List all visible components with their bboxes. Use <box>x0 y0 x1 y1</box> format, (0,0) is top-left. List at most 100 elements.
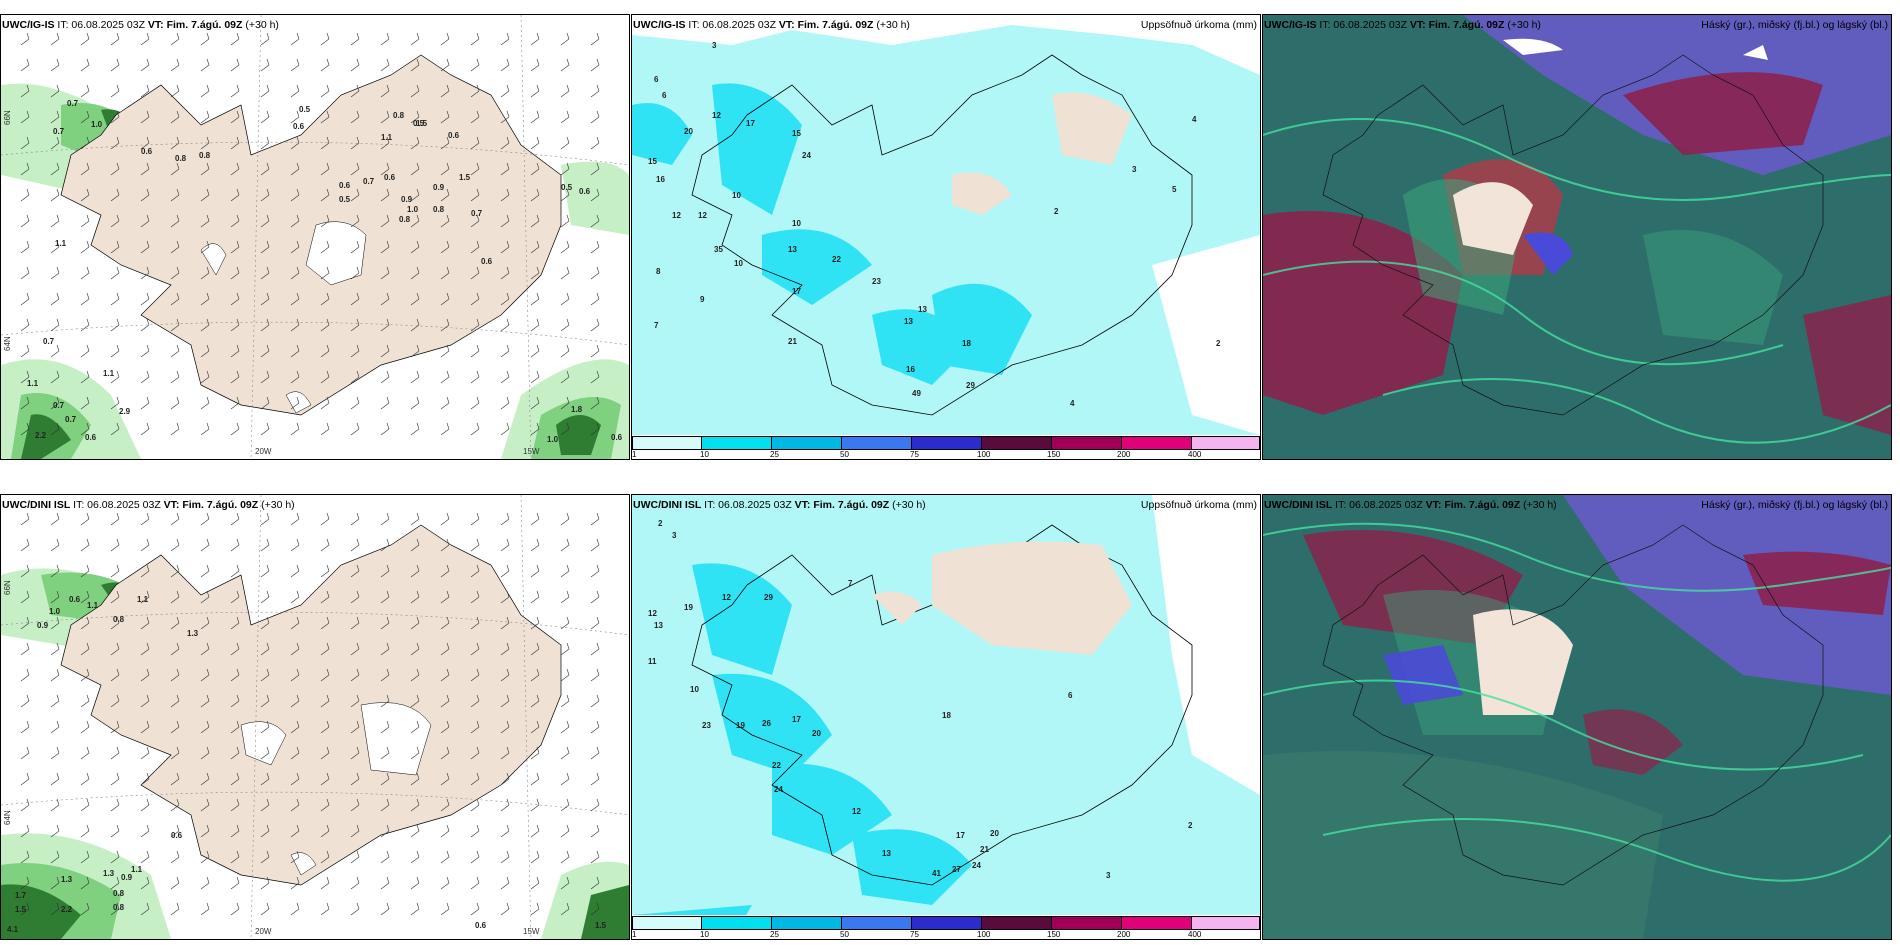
wind-barb <box>350 616 360 630</box>
wind-barb <box>530 32 540 46</box>
wind-barb <box>80 720 90 734</box>
wind-barb <box>380 876 390 890</box>
wind-barb <box>350 188 360 202</box>
wind-barb <box>440 318 450 332</box>
wind-barb <box>200 616 210 630</box>
wind-barb <box>320 162 330 176</box>
wind-barb <box>440 136 450 150</box>
wind-barb <box>470 214 480 228</box>
wind-barb <box>260 396 270 410</box>
wind-barb <box>410 694 420 708</box>
wind-barb <box>470 694 480 708</box>
wind-barb <box>110 694 120 708</box>
wind-value-label: 0.7 <box>53 401 65 410</box>
wind-barb <box>290 902 300 916</box>
wind-value-label: 0.8 <box>113 903 125 912</box>
precip-value-label: 2 <box>1054 207 1059 216</box>
wind-barb <box>410 564 420 578</box>
wind-barb <box>410 266 420 280</box>
wind-barb <box>140 266 150 280</box>
wind-barb <box>380 240 390 254</box>
wind-barb <box>230 850 240 864</box>
colorbar-tick: 10 <box>700 930 709 939</box>
wind-barb <box>290 58 300 72</box>
wind-barb <box>140 318 150 332</box>
wind-barb <box>20 512 30 526</box>
wind-barb <box>500 642 510 656</box>
wind-barb <box>80 746 90 760</box>
wind-barb <box>500 512 510 526</box>
wind-barb <box>50 902 60 916</box>
wind-barb <box>320 668 330 682</box>
wind-barb <box>440 538 450 552</box>
wind-barb <box>170 214 180 228</box>
precip-value-label: 12 <box>648 609 657 618</box>
wind-barb <box>110 798 120 812</box>
wind-barb <box>110 240 120 254</box>
wind-barbs <box>20 32 600 436</box>
wind-barb <box>110 772 120 786</box>
wind-barb <box>410 668 420 682</box>
precip-value-label: 3 <box>672 531 677 540</box>
wind-barb <box>470 266 480 280</box>
wind-barb <box>80 824 90 838</box>
wind-barb <box>290 642 300 656</box>
wind-barb <box>80 772 90 786</box>
precip-value-label: 20 <box>684 127 693 136</box>
wind-barb <box>380 292 390 306</box>
wind-barb <box>290 84 300 98</box>
wind-barb <box>260 266 270 280</box>
wind-barb <box>440 590 450 604</box>
wind-barb <box>20 84 30 98</box>
wind-barb <box>20 668 30 682</box>
graticule <box>1 495 629 939</box>
wind-barb <box>440 188 450 202</box>
panel-title: Uppsöfnuð úrkoma (mm) <box>1140 499 1257 511</box>
wind-barb <box>380 188 390 202</box>
wind-barb <box>140 720 150 734</box>
precip-value-label: 2 <box>658 519 663 528</box>
wind-barb <box>20 318 30 332</box>
wind-barb <box>410 616 420 630</box>
wind-barb <box>410 136 420 150</box>
wind-barb <box>230 214 240 228</box>
wind-barb <box>380 616 390 630</box>
wind-barb <box>140 344 150 358</box>
wind-barb <box>530 850 540 864</box>
wind-barb <box>560 344 570 358</box>
wind-barb <box>380 422 390 436</box>
wind-barb <box>20 642 30 656</box>
wind-value-label: 0.9 <box>121 873 133 882</box>
wind-barb <box>560 798 570 812</box>
wind-barb <box>380 266 390 280</box>
wind-barb <box>50 32 60 46</box>
panel-header: UWC/IG-IS IT: 06.08.2025 03Z VT: Fim. 7.… <box>2 19 279 31</box>
wind-barb <box>200 512 210 526</box>
wind-barb <box>230 136 240 150</box>
precip-value-label: 19 <box>736 721 745 730</box>
precip-panel-ig-is: UWC/IG-IS IT: 06.08.2025 03Z VT: Fim. 7.… <box>631 14 1261 460</box>
wind-value-label: 2.2 <box>35 431 47 440</box>
wind-barb <box>80 850 90 864</box>
wind-barb <box>230 188 240 202</box>
wind-barb <box>410 188 420 202</box>
wind-barb <box>50 694 60 708</box>
wind-barb <box>590 58 600 72</box>
wind-barb <box>350 668 360 682</box>
wind-value-label: 0.6 <box>384 173 396 182</box>
wind-barb <box>230 266 240 280</box>
wind-barb <box>260 188 270 202</box>
wind-barb <box>590 694 600 708</box>
wind-barb <box>500 396 510 410</box>
wind-barb <box>590 396 600 410</box>
wind-barb <box>350 694 360 708</box>
precip-value-label: 35 <box>714 245 723 254</box>
wind-barb <box>290 694 300 708</box>
wind-barb <box>440 240 450 254</box>
colorbar-tick: 50 <box>840 930 849 939</box>
wind-value-label: 1.0 <box>91 120 103 129</box>
wind-barb <box>590 266 600 280</box>
wind-barb <box>530 240 540 254</box>
wind-barb <box>230 564 240 578</box>
wind-value-label: 1.1 <box>137 595 149 604</box>
